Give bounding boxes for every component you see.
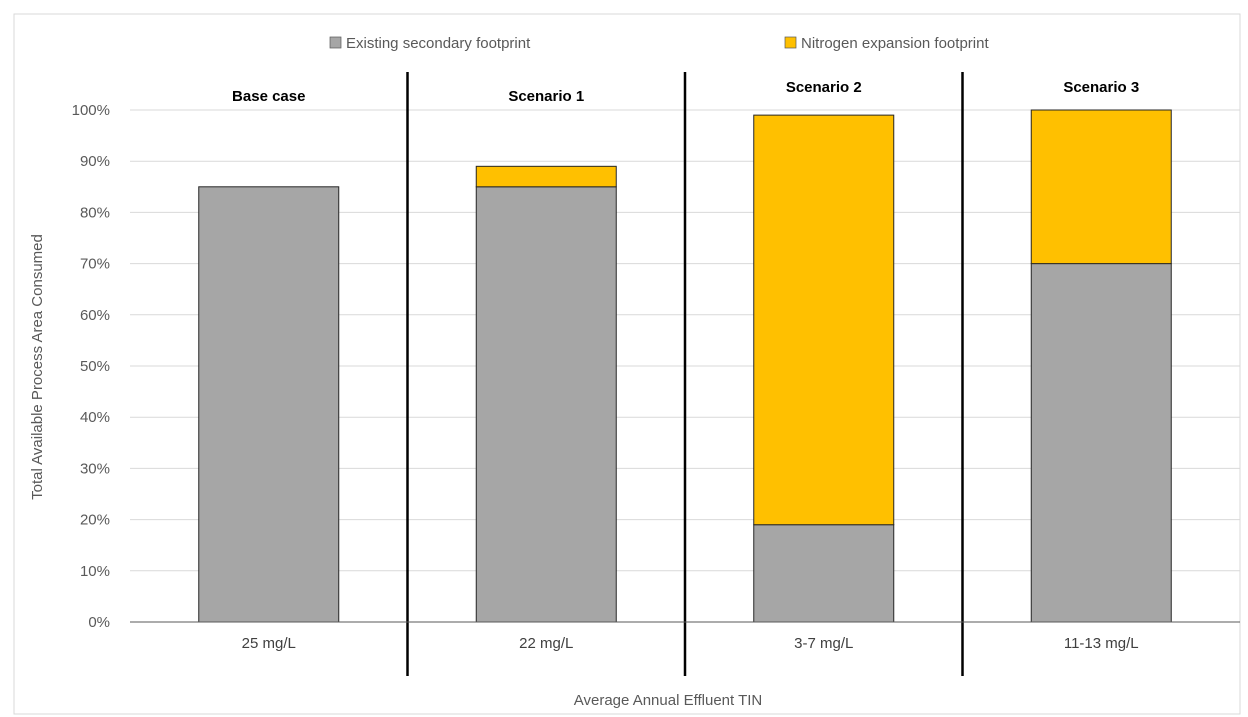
x-category-label: 22 mg/L <box>519 635 573 652</box>
y-tick-label: 0% <box>88 614 110 631</box>
x-axis-title: Average Annual Effluent TIN <box>574 692 762 709</box>
y-tick-label: 30% <box>80 460 110 477</box>
bar-segment-nitrogen <box>753 114 895 526</box>
y-axis-title: Total Available Process Area Consumed <box>29 234 46 500</box>
group-label: Base case <box>232 88 305 105</box>
y-tick-label: 20% <box>80 512 110 529</box>
x-category-label: 25 mg/L <box>242 635 296 652</box>
y-tick-label: 70% <box>80 256 110 273</box>
y-tick-label: 80% <box>80 204 110 221</box>
y-tick-label: 50% <box>80 358 110 375</box>
bar-segment-existing <box>198 186 340 623</box>
legend-swatch-existing <box>329 36 342 49</box>
bar-segment-nitrogen <box>1030 109 1172 265</box>
bar-segment-existing <box>475 186 617 623</box>
y-tick-label: 10% <box>80 563 110 580</box>
legend-label-existing: Existing secondary footprint <box>346 35 531 52</box>
y-tick-label: 90% <box>80 153 110 170</box>
bar-segment-existing <box>753 524 895 623</box>
y-tick-labels: 0% 10% 20% 30% 40% 50% 60% 70% 80% 90% 100% <box>72 102 110 631</box>
group-label: Scenario 1 <box>508 88 584 105</box>
group-labels: Base case Scenario 1 Scenario 2 Scenario 3 <box>232 79 1139 105</box>
legend: Existing secondary footprint Nitrogen ex… <box>329 35 989 52</box>
y-tick-label: 40% <box>80 409 110 426</box>
category-labels: 25 mg/L 22 mg/L 3-7 mg/L 11-13 mg/L <box>242 635 1139 652</box>
group-dividers <box>406 72 964 676</box>
x-category-label: 3-7 mg/L <box>794 635 853 652</box>
group-label: Scenario 3 <box>1063 79 1139 96</box>
bar-segment-nitrogen <box>475 165 617 188</box>
y-tick-label: 100% <box>72 102 110 119</box>
group-label: Scenario 2 <box>786 79 862 96</box>
y-tick-label: 60% <box>80 307 110 324</box>
legend-swatch-nitrogen <box>784 36 797 49</box>
x-category-label: 11-13 mg/L <box>1064 635 1139 652</box>
bar-segment-existing <box>1030 263 1172 623</box>
legend-label-nitrogen: Nitrogen expansion footprint <box>801 35 989 52</box>
